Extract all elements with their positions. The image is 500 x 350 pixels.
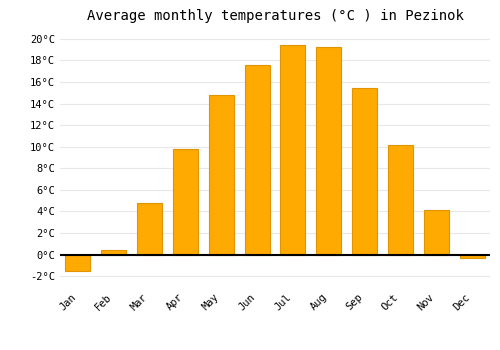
Bar: [460, 255, 484, 258]
Bar: [388, 145, 413, 255]
Bar: [137, 203, 162, 255]
Bar: [244, 65, 270, 255]
Bar: [352, 89, 377, 255]
Title: Average monthly temperatures (°C ) in Pezinok: Average monthly temperatures (°C ) in Pe…: [86, 9, 464, 23]
Bar: [173, 149, 198, 255]
Bar: [280, 45, 305, 255]
Bar: [316, 48, 342, 255]
Bar: [101, 250, 126, 255]
Bar: [208, 95, 234, 255]
Bar: [66, 255, 90, 271]
Bar: [424, 210, 449, 255]
